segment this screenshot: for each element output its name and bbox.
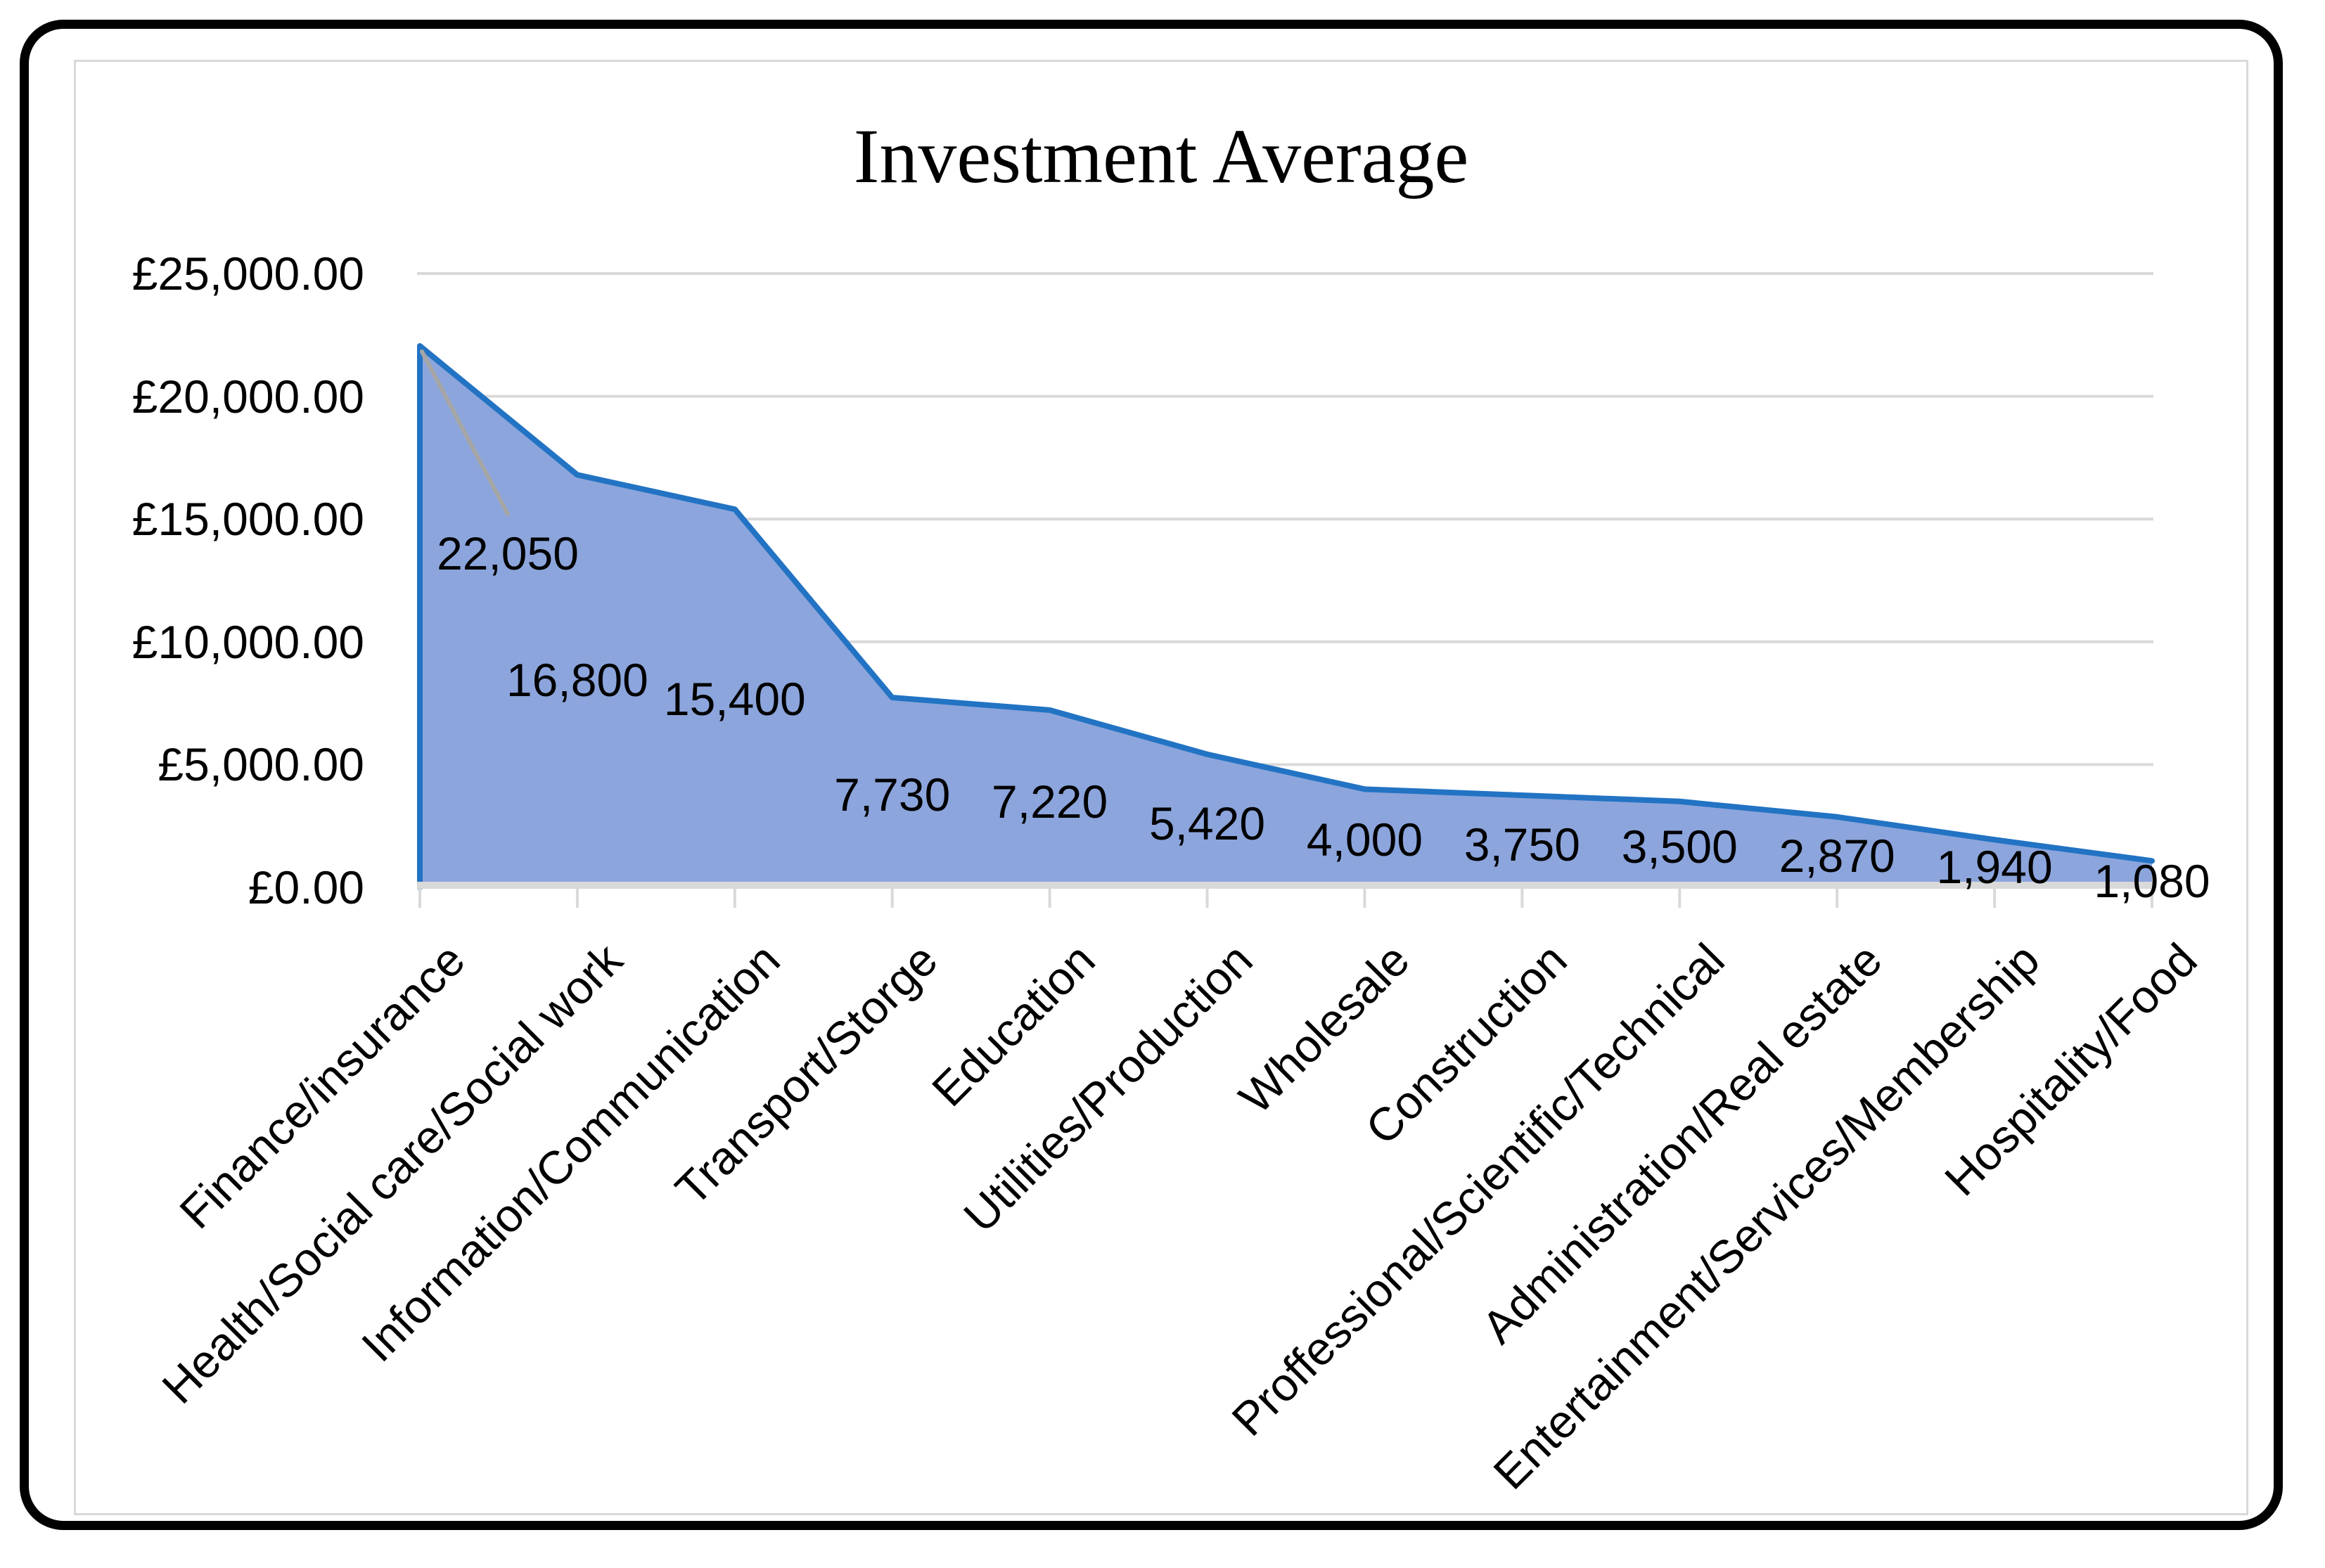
data-label: 7,220 — [992, 775, 1108, 828]
series-line — [417, 343, 2155, 890]
data-label: 2,870 — [1779, 829, 1895, 882]
data-label: 4,000 — [1306, 814, 1423, 866]
data-label: 5,420 — [1148, 797, 1266, 849]
x-axis-line — [417, 882, 2153, 889]
data-label: 1,940 — [1936, 841, 2053, 894]
y-axis-tick-label: £25,000.00 — [132, 248, 364, 300]
data-label: 3,500 — [1621, 820, 1738, 873]
data-label: 1,080 — [2094, 855, 2210, 908]
y-axis-tick-label: £10,000.00 — [132, 615, 364, 668]
y-axis-tick-label: £5,000.00 — [158, 738, 364, 791]
y-axis-tick-label: £20,000.00 — [132, 370, 364, 423]
chart-title: Investment Average — [853, 113, 1469, 199]
data-label: 7,730 — [834, 769, 951, 821]
card-border — [20, 20, 2283, 1530]
data-label: 3,750 — [1463, 818, 1580, 871]
y-axis-tick-label: £15,000.00 — [132, 493, 364, 546]
data-label: 22,050 — [437, 527, 579, 579]
area-fill — [420, 346, 2152, 887]
leader-line — [420, 349, 510, 516]
y-axis-tick-label: £0.00 — [248, 861, 364, 913]
data-label: 16,800 — [506, 654, 648, 707]
data-label: 15,400 — [663, 673, 806, 726]
